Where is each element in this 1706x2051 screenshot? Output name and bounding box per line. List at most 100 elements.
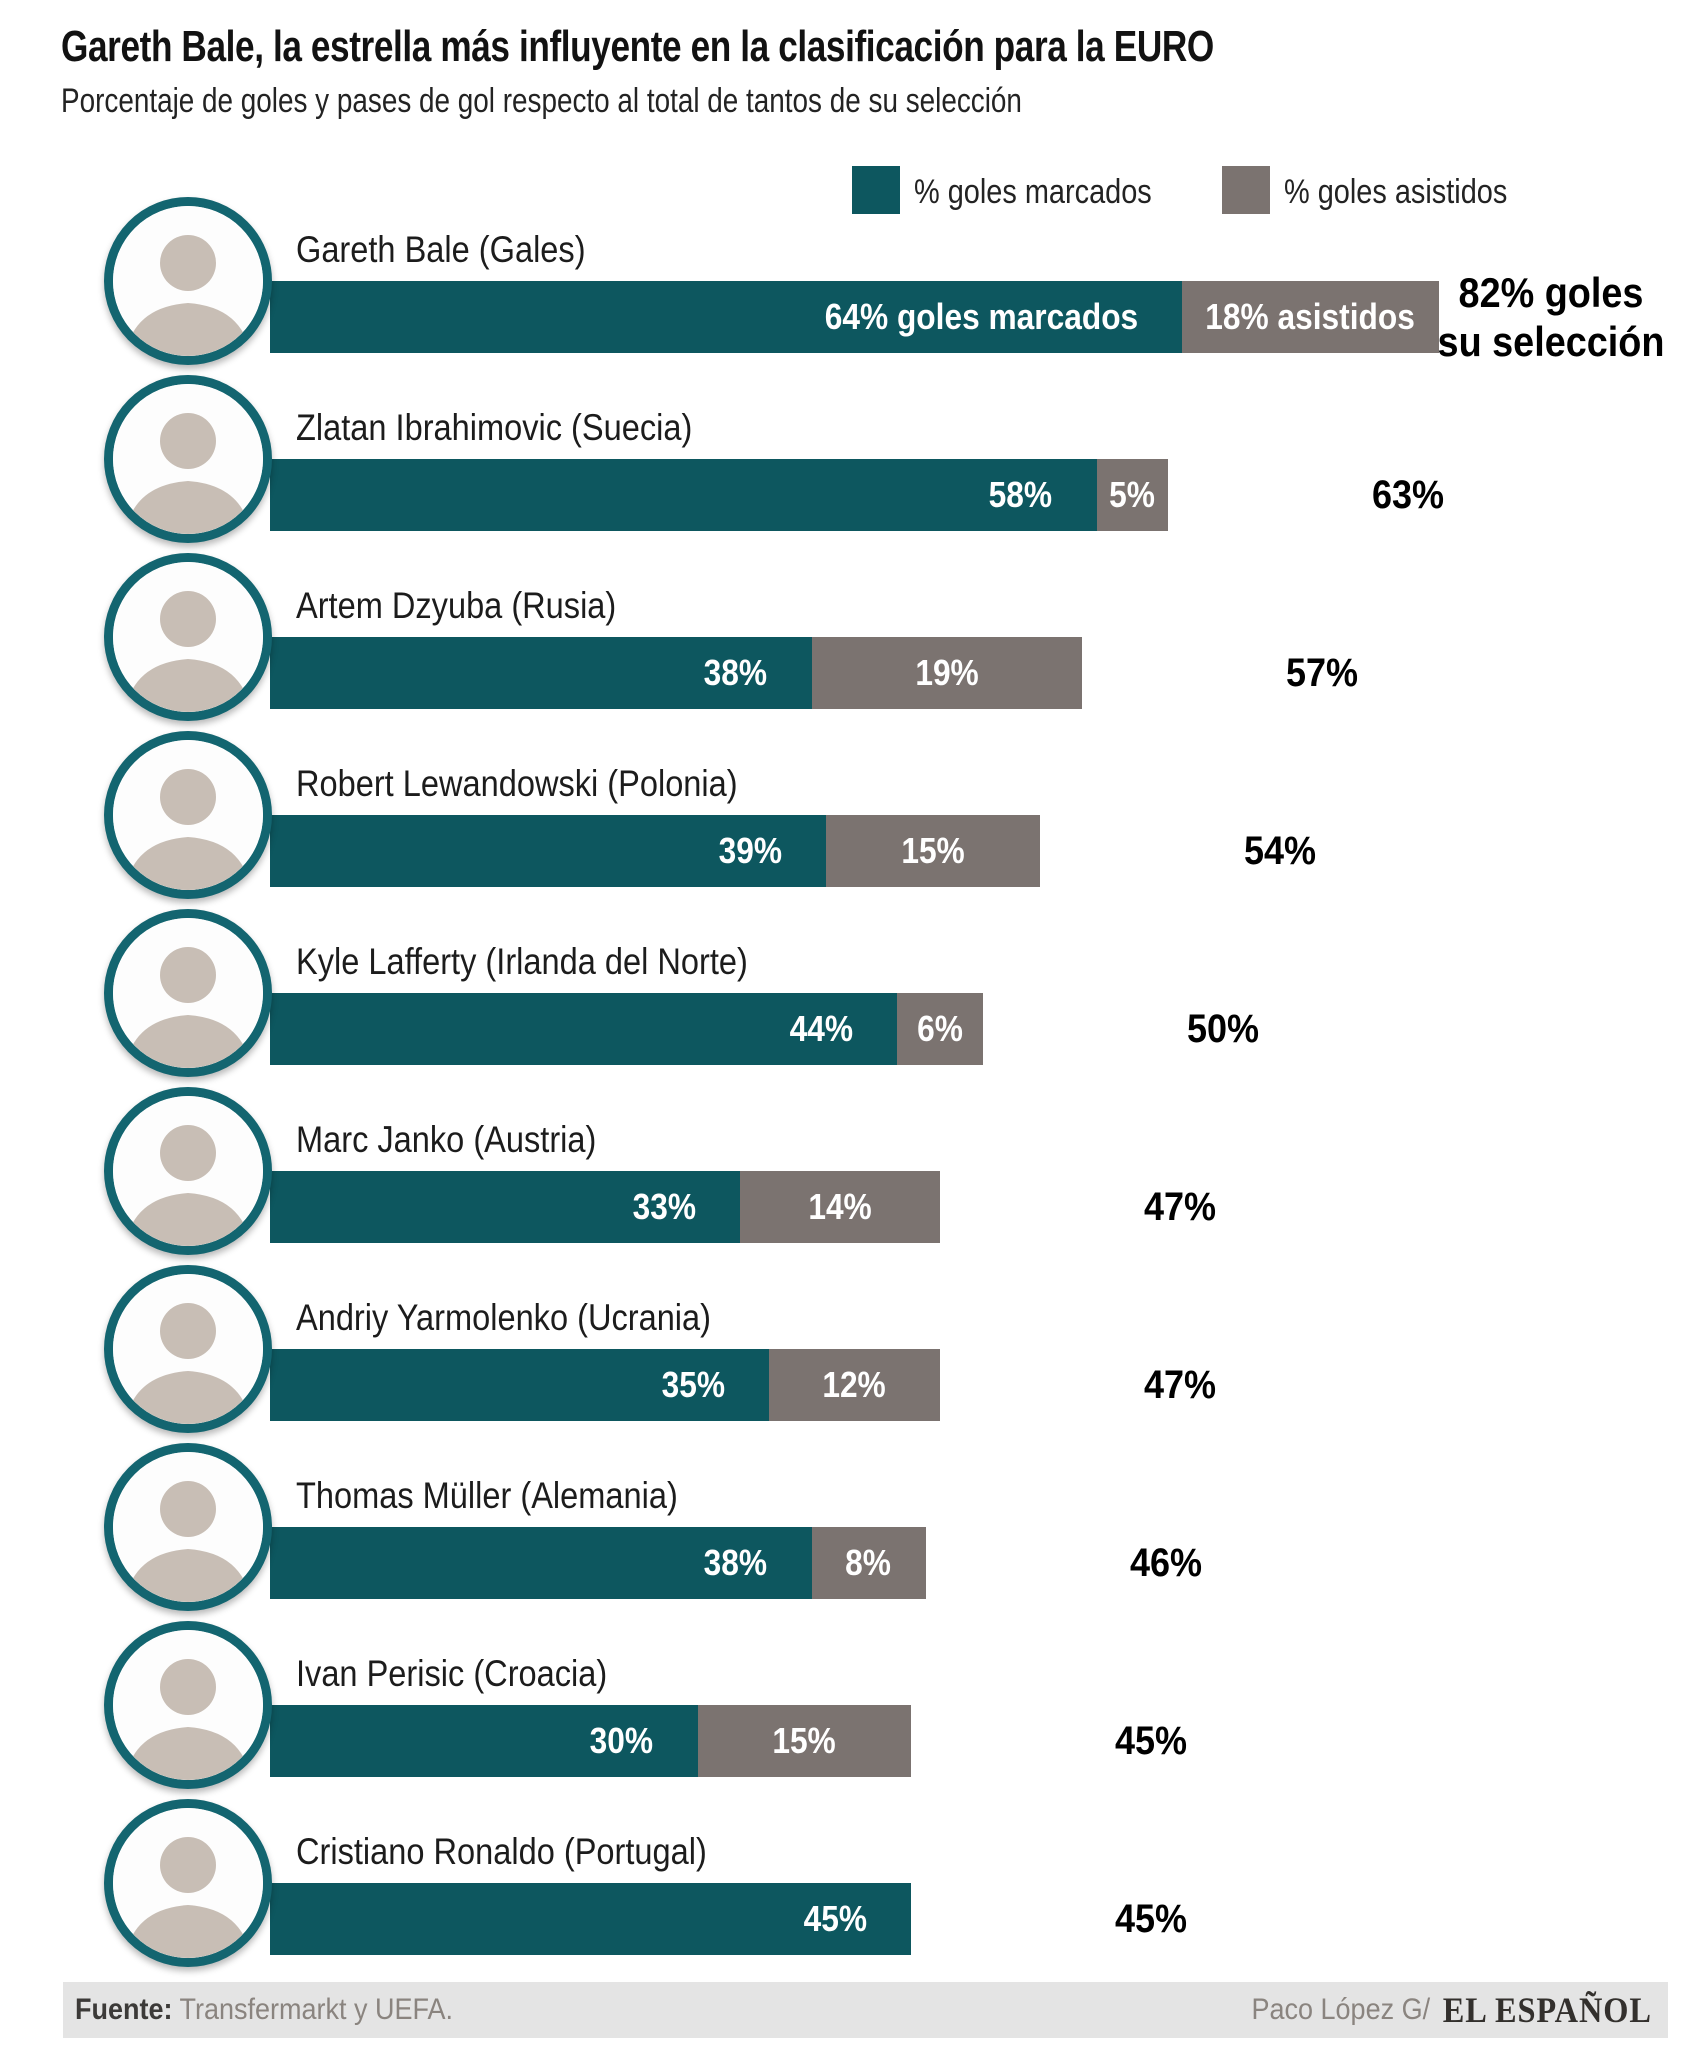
stacked-bar: 38% 8% <box>270 1527 926 1599</box>
player-photo <box>104 197 272 365</box>
player-name: Kyle Lafferty (Irlanda del Norte) <box>296 941 748 982</box>
player-photo <box>104 553 272 721</box>
player-row: Artem Dzyuba (Rusia) 38% 19% 57% <box>0 552 1706 730</box>
stacked-bar: 38% 19% <box>270 637 1083 709</box>
stacked-bar: 30% 15% <box>270 1705 912 1777</box>
stacked-bar: 44% 6% <box>270 993 983 1065</box>
player-row: Cristiano Ronaldo (Portugal) 45% 45% <box>0 1798 1706 1976</box>
person-silhouette-icon <box>113 1630 263 1780</box>
total-percentage-label: 45% <box>1115 1896 1188 1941</box>
stacked-bar: 58% 5% <box>270 459 1168 531</box>
player-photo <box>104 375 272 543</box>
person-silhouette-icon <box>113 384 263 534</box>
bar-scored-segment: 30% <box>270 1705 698 1777</box>
player-name: Artem Dzyuba (Rusia) <box>296 585 617 626</box>
bar-scored-label: 30% <box>590 1720 654 1761</box>
legend-label-scored: % goles marcados <box>914 173 1152 211</box>
chart-subtitle: Porcentaje de goles y pases de gol respe… <box>61 82 1022 120</box>
total-percentage-label: 47% <box>1143 1184 1216 1229</box>
bar-scored-segment: 45% <box>270 1883 912 1955</box>
bar-assisted-label: 19% <box>915 652 979 693</box>
bar-scored-label: 58% <box>989 474 1053 515</box>
player-name: Zlatan Ibrahimovic (Suecia) <box>296 407 693 448</box>
brand-logo: EL ESPAÑOL <box>1442 1990 1652 2030</box>
bar-assisted-segment: 15% <box>697 1705 912 1777</box>
person-silhouette-icon <box>113 206 263 356</box>
player-row: Marc Janko (Austria) 33% 14% 47% <box>0 1086 1706 1264</box>
legend-label-assisted: % goles asistidos <box>1284 173 1508 211</box>
player-photo <box>104 1799 272 1967</box>
player-photo <box>104 1265 272 1433</box>
bar-assisted-label: 8% <box>845 1542 892 1583</box>
total-percentage-label: 54% <box>1243 828 1316 873</box>
source-note: Fuente: Transfermarkt y UEFA. <box>75 1993 453 2027</box>
bar-scored-segment: 38% <box>270 1527 812 1599</box>
player-name: Robert Lewandowski (Polonia) <box>296 763 738 804</box>
player-row: Thomas Müller (Alemania) 38% 8% 46% <box>0 1442 1706 1620</box>
chart-title: Gareth Bale, la estrella más influyente … <box>61 22 1214 71</box>
player-photo <box>104 731 272 899</box>
person-silhouette-icon <box>113 1808 263 1958</box>
bar-scored-label: 35% <box>661 1364 725 1405</box>
bar-assisted-label: 15% <box>772 1720 837 1761</box>
source-value: Transfermarkt y UEFA. <box>179 1993 454 2026</box>
footer-bar: Fuente: Transfermarkt y UEFA. Paco López… <box>63 1982 1668 2038</box>
bar-assisted-segment: 8% <box>811 1527 926 1599</box>
player-row: Ivan Perisic (Croacia) 30% 15% 45% <box>0 1620 1706 1798</box>
bar-scored-label: 38% <box>704 652 768 693</box>
bar-scored-label: 64% goles marcados <box>824 296 1138 337</box>
bar-assisted-segment: 6% <box>897 993 983 1065</box>
bar-assisted-segment: 19% <box>811 637 1083 709</box>
player-photo <box>104 1621 272 1789</box>
bar-scored-label: 45% <box>803 1898 868 1939</box>
bar-scored-segment: 33% <box>270 1171 741 1243</box>
total-percentage-label: 46% <box>1129 1540 1202 1585</box>
bar-scored-segment: 35% <box>270 1349 769 1421</box>
player-name: Thomas Müller (Alemania) <box>296 1475 678 1516</box>
source-label: Fuente: <box>75 1993 173 2026</box>
player-name: Ivan Perisic (Croacia) <box>296 1653 608 1694</box>
credit-note: Paco López G/ EL ESPAÑOL <box>1252 1989 1652 2031</box>
player-photo <box>104 909 272 1077</box>
player-name: Andriy Yarmolenko (Ucrania) <box>296 1297 712 1338</box>
player-name: Cristiano Ronaldo (Portugal) <box>296 1831 707 1872</box>
total-percentage-label: 82% goles su selección <box>1437 269 1665 365</box>
stacked-bar: 64% goles marcados 18% asistidos <box>270 281 1439 353</box>
bar-scored-segment: 64% goles marcados <box>270 281 1182 353</box>
bar-assisted-segment: 12% <box>768 1349 940 1421</box>
bar-scored-segment: 39% <box>270 815 826 887</box>
person-silhouette-icon <box>113 1274 263 1424</box>
bar-scored-segment: 38% <box>270 637 812 709</box>
player-row: Zlatan Ibrahimovic (Suecia) 58% 5% 63% <box>0 374 1706 552</box>
total-percentage-label: 45% <box>1115 1718 1188 1763</box>
stacked-bar: 33% 14% <box>270 1171 940 1243</box>
total-percentage-label: 47% <box>1143 1362 1216 1407</box>
player-row: Gareth Bale (Gales) 64% goles marcados 1… <box>0 196 1706 374</box>
bar-scored-label: 44% <box>789 1008 853 1049</box>
player-photo <box>104 1443 272 1611</box>
person-silhouette-icon <box>113 918 263 1068</box>
legend-swatch-assisted <box>1222 166 1270 214</box>
person-silhouette-icon <box>113 740 263 890</box>
bar-assisted-label: 15% <box>900 830 965 871</box>
person-silhouette-icon <box>113 1452 263 1602</box>
bar-assisted-label: 14% <box>808 1186 872 1227</box>
bar-assisted-segment: 18% asistidos <box>1182 281 1439 353</box>
bar-assisted-label: 18% asistidos <box>1205 296 1416 337</box>
legend-swatch-scored <box>852 166 900 214</box>
player-name: Marc Janko (Austria) <box>296 1119 597 1160</box>
player-row: Andriy Yarmolenko (Ucrania) 35% 12% 47% <box>0 1264 1706 1442</box>
bar-assisted-segment: 5% <box>1096 459 1168 531</box>
bar-scored-segment: 58% <box>270 459 1097 531</box>
person-silhouette-icon <box>113 562 263 712</box>
stacked-bar: 35% 12% <box>270 1349 940 1421</box>
stacked-bar: 45% <box>270 1883 912 1955</box>
player-row: Kyle Lafferty (Irlanda del Norte) 44% 6%… <box>0 908 1706 1086</box>
player-name: Gareth Bale (Gales) <box>296 229 586 270</box>
bar-assisted-label: 12% <box>822 1364 886 1405</box>
bar-scored-label: 38% <box>704 1542 768 1583</box>
bar-assisted-segment: 14% <box>740 1171 940 1243</box>
stacked-bar: 39% 15% <box>270 815 1040 887</box>
total-percentage-label: 57% <box>1286 650 1359 695</box>
